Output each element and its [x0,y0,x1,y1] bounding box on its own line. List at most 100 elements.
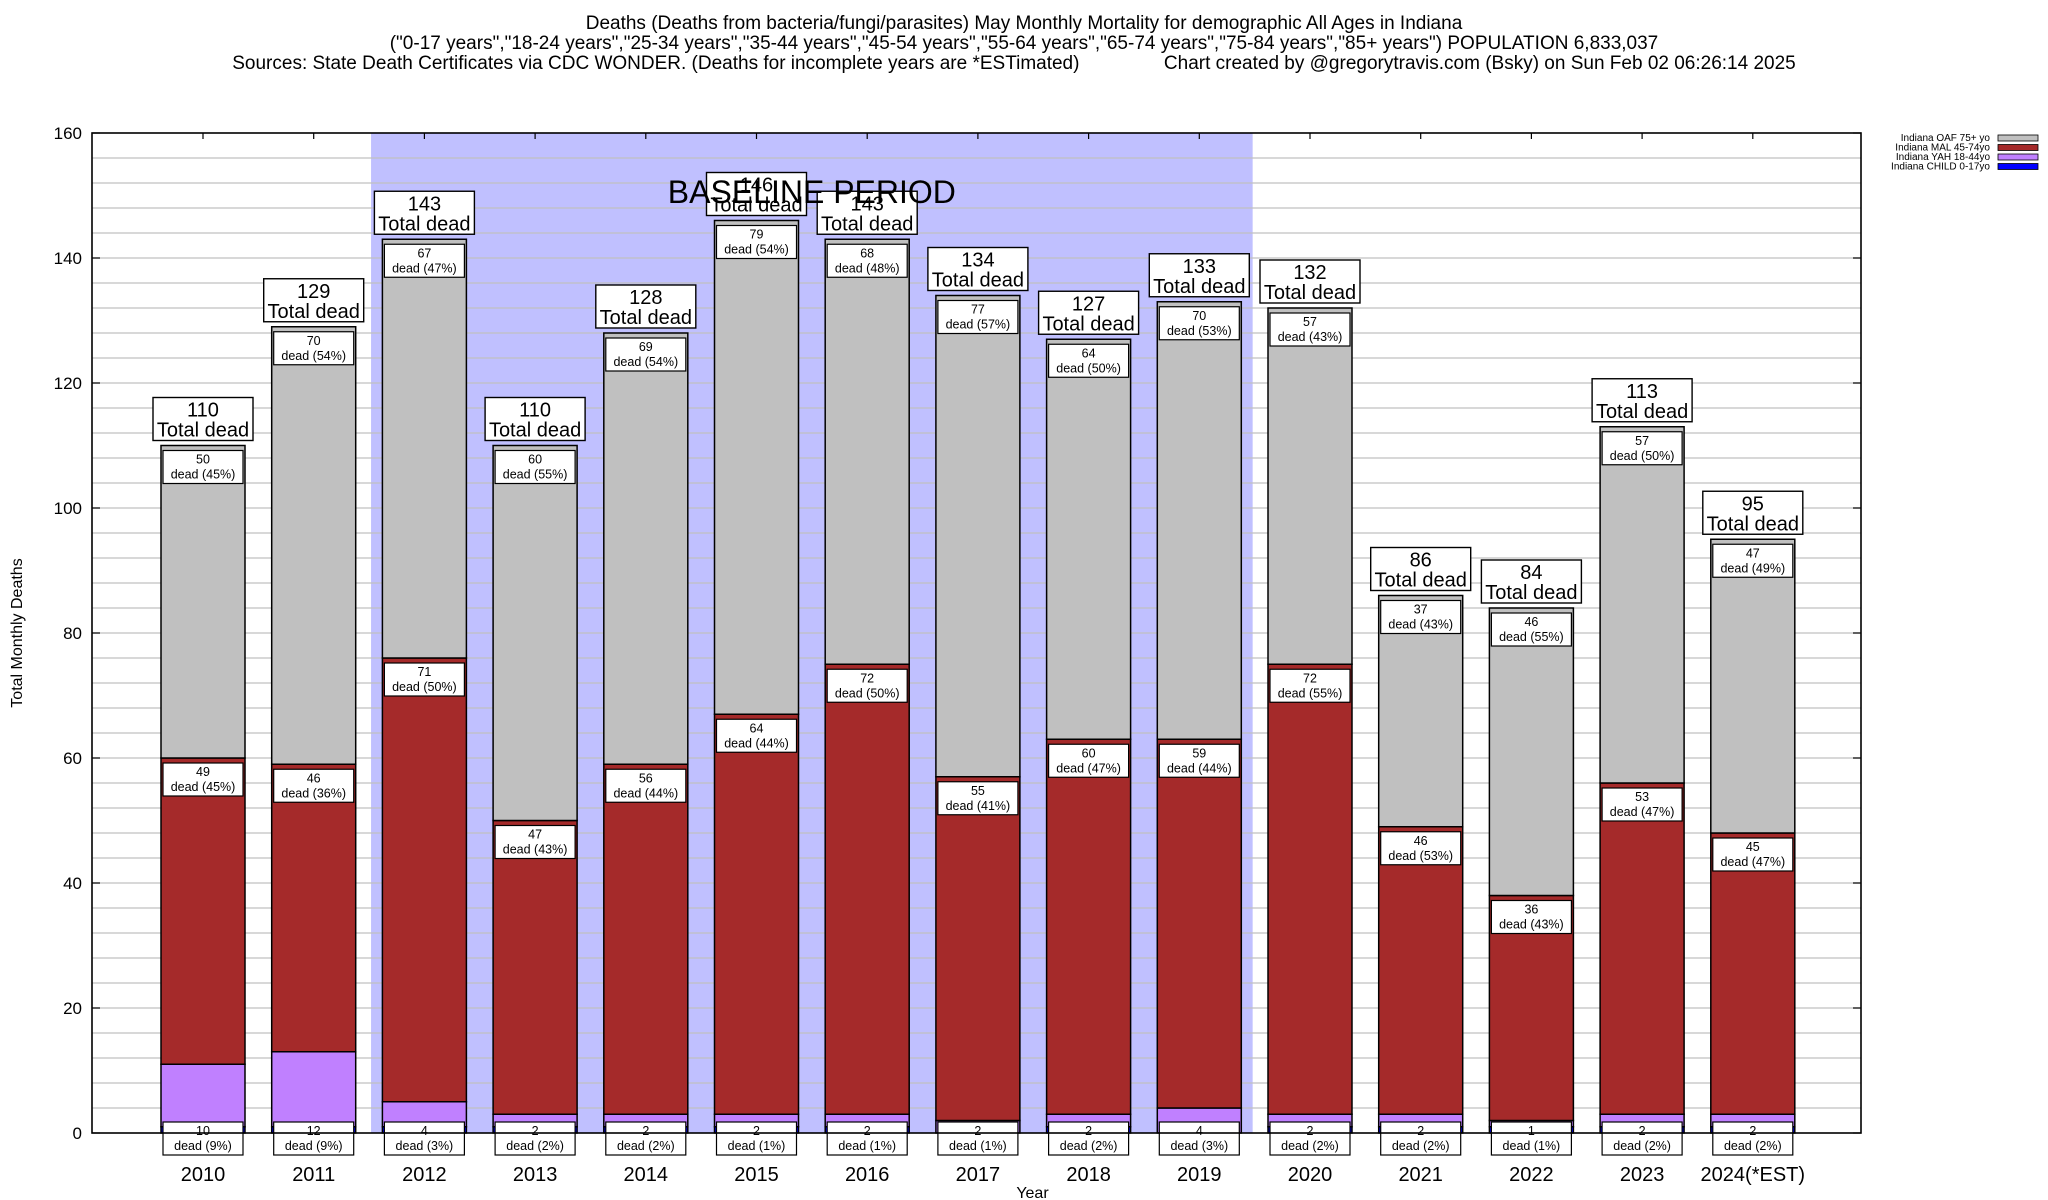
segment-label-value: 55 [971,784,985,798]
chart-title-line-1: Deaths (Deaths from bacteria/fungi/paras… [585,13,1463,34]
segment-label-percent: dead (44%) [1167,761,1232,775]
segment-label-value: 2 [532,1124,539,1138]
total-label-box [263,278,365,323]
segment-label-box [937,781,1019,816]
total-label-box [1259,259,1361,304]
x-tick-label: 2012 [402,1164,447,1186]
x-tick-label: 2015 [734,1164,779,1186]
segment-label-box [1158,1121,1240,1156]
segment-label-percent: dead (43%) [1278,330,1343,344]
segment-label-value: 60 [1082,746,1096,760]
bar-segment [160,1063,246,1128]
bar-segment [160,757,246,1065]
segment-label-box [937,1121,1019,1156]
segment-label-box [1380,599,1462,635]
total-label-value: 134 [961,250,994,272]
segment-label-value: 69 [639,340,653,354]
bar-segment [1710,832,1796,1115]
total-label-value: 110 [519,400,551,422]
bar-segment [1045,738,1132,1115]
total-label-text: Total dead [268,301,360,323]
segment-label-box [937,299,1019,335]
segment-label-box [1047,343,1130,378]
segment-label-percent: dead (54%) [613,355,678,369]
segment-label-box [494,449,576,485]
segment-label-percent: dead (41%) [946,799,1011,813]
segment-label-percent: dead (50%) [835,686,900,700]
x-tick-label: 2014 [624,1164,669,1186]
segment-label-value: 36 [1524,903,1538,917]
segment-label-value: 77 [971,303,985,317]
segment-label-value: 46 [307,771,321,785]
total-label-box [373,190,476,235]
x-axis-label: Year [1016,1185,1049,1200]
segment-label-percent: dead (2%) [1392,1139,1450,1153]
x-tick-label: 2018 [1066,1164,1111,1186]
segment-label-value: 4 [1196,1124,1203,1138]
bar-segment [824,663,910,1115]
segment-label-box [383,1121,465,1156]
segment-label-percent: dead (2%) [1060,1139,1118,1153]
x-tick-label: 2017 [956,1164,1001,1186]
segment-label-percent: dead (2%) [506,1139,564,1153]
total-label-box [1702,490,1804,535]
bar-segment [270,326,357,765]
bar-segment [935,294,1021,778]
bar-segment [381,238,468,659]
segment-label-value: 46 [1524,615,1538,629]
y-tick-label: 60 [63,749,82,768]
segment-label-percent: dead (44%) [613,786,678,800]
total-label-box [1480,559,1583,604]
y-tick-label: 160 [54,124,82,143]
segment-label-box [1380,1121,1462,1156]
segment-label-percent: dead (47%) [392,261,457,275]
total-label-text: Total dead [1707,513,1799,535]
segment-label-percent: dead (2%) [1724,1139,1782,1153]
segment-label-box [605,768,687,803]
segment-label-percent: dead (53%) [1167,324,1232,338]
legend-label: Indiana CHILD 0-17yo [1891,162,1990,173]
x-tick-label: 2021 [1398,1164,1443,1186]
segment-label-percent: dead (47%) [1610,805,1675,819]
y-tick-label: 80 [63,624,82,643]
x-tick-label: 2024(*EST) [1701,1164,1806,1186]
bar-segment [1377,826,1464,1115]
segment-label-value: 2 [1307,1124,1314,1138]
bar-segment [1599,782,1685,1115]
x-tick-label: 2020 [1288,1164,1333,1186]
segment-label-value: 60 [528,453,542,467]
segment-label-percent: dead (47%) [1056,761,1121,775]
segment-label-value: 68 [860,246,874,260]
bar-segment [1488,607,1575,897]
x-tick-label: 2019 [1177,1164,1222,1186]
segment-label-value: 57 [1303,315,1317,329]
bar-segment [1267,663,1353,1115]
total-label-value: 127 [1072,293,1105,315]
x-tick-label: 2011 [292,1164,335,1186]
x-tick-label: 2010 [181,1164,226,1186]
segment-label-percent: dead (43%) [503,843,568,857]
segment-label-value: 2 [753,1124,760,1138]
segment-label-box [1712,837,1794,872]
bar-segment [160,444,246,759]
segment-label-percent: dead (45%) [171,780,236,794]
chart-title-line-3: Sources: State Death Certificates via CD… [232,53,1796,74]
total-label-value: 95 [1742,493,1764,515]
chart-title-line-2: ("0-17 years","18-24 years","25-34 years… [389,33,1659,54]
segment-label-percent: dead (43%) [1388,618,1453,632]
bar-segment [713,713,800,1115]
segment-label-percent: dead (1%) [1503,1139,1561,1153]
legend-swatch [1997,144,2039,151]
segment-label-box [1712,543,1794,578]
total-label-value: 86 [1410,550,1432,572]
total-label-text: Total dead [157,420,249,442]
segment-label-box [605,1121,687,1156]
segment-label-percent: dead (54%) [281,349,346,363]
segment-label-value: 12 [307,1124,321,1138]
segment-label-value: 2 [1417,1124,1424,1138]
segment-label-value: 59 [1192,746,1206,760]
segment-label-percent: dead (50%) [1610,449,1675,463]
segment-label-box [1158,306,1240,341]
segment-label-box [1712,1121,1794,1156]
